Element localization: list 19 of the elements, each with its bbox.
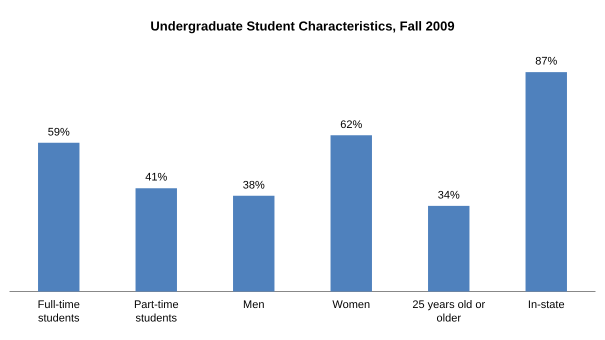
- data-label: 34%: [438, 189, 460, 202]
- bar: [428, 206, 470, 292]
- bar: [330, 135, 372, 292]
- x-tick-label: Part-time students: [134, 299, 179, 324]
- bar: [38, 142, 80, 292]
- chart-title: Undergraduate Student Characteristics, Fall 2009: [150, 18, 455, 34]
- data-label: 62%: [340, 118, 362, 131]
- x-tick-label: Men: [243, 299, 264, 312]
- data-label: 41%: [145, 172, 168, 184]
- data-label: 87%: [535, 56, 558, 68]
- x-tick-label: 25 years old or older: [412, 299, 486, 324]
- x-tick-label: Full-time students: [38, 299, 80, 324]
- x-tick-label: Women: [332, 299, 370, 312]
- x-tick-label: In-state: [528, 299, 565, 312]
- data-label: 59%: [48, 126, 70, 138]
- bar: [233, 196, 274, 292]
- bar: [526, 72, 567, 292]
- bar: [136, 188, 177, 292]
- data-label: 38%: [242, 179, 265, 192]
